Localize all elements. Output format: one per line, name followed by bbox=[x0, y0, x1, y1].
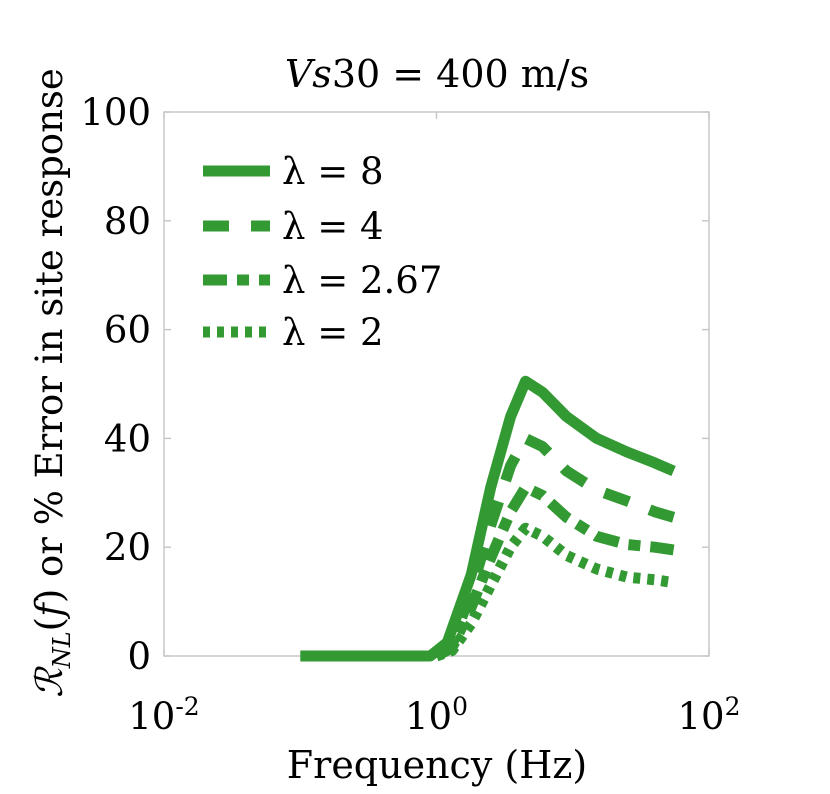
y-axis-label: ℛNL(f) or % Error in site response bbox=[28, 68, 76, 698]
series-line-4 bbox=[434, 522, 675, 662]
legend-label-1: λ = 8 bbox=[282, 150, 384, 193]
legend: λ = 8 λ = 4 λ = 2.67 λ = 2 bbox=[203, 150, 442, 354]
series-line-2 bbox=[433, 432, 676, 661]
x-tick-label: 100 bbox=[405, 692, 468, 738]
legend-label-2: λ = 4 bbox=[282, 205, 384, 248]
x-tick-label: 10-2 bbox=[128, 692, 199, 738]
axis-ticks: 0 20 40 60 80 100 10-2 100 102 bbox=[80, 91, 740, 738]
series-layer bbox=[300, 375, 676, 662]
y-tick-label: 60 bbox=[104, 309, 151, 352]
y-tick-label: 80 bbox=[104, 200, 151, 243]
y-tick-label: 40 bbox=[104, 417, 151, 460]
legend-label-4: λ = 2 bbox=[282, 311, 384, 354]
chart-title: Vs30 = 400 m/s bbox=[285, 52, 589, 96]
series-line-3 bbox=[433, 481, 675, 661]
plot-frame bbox=[163, 111, 710, 657]
x-axis-label: Frequency (Hz) bbox=[287, 743, 587, 787]
y-tick-label: 0 bbox=[127, 635, 151, 678]
x-tick-label: 102 bbox=[678, 692, 741, 738]
y-tick-label: 20 bbox=[104, 526, 151, 569]
y-tick-label: 100 bbox=[80, 91, 151, 134]
series-line-1 bbox=[300, 375, 676, 662]
legend-label-3: λ = 2.67 bbox=[282, 259, 442, 302]
